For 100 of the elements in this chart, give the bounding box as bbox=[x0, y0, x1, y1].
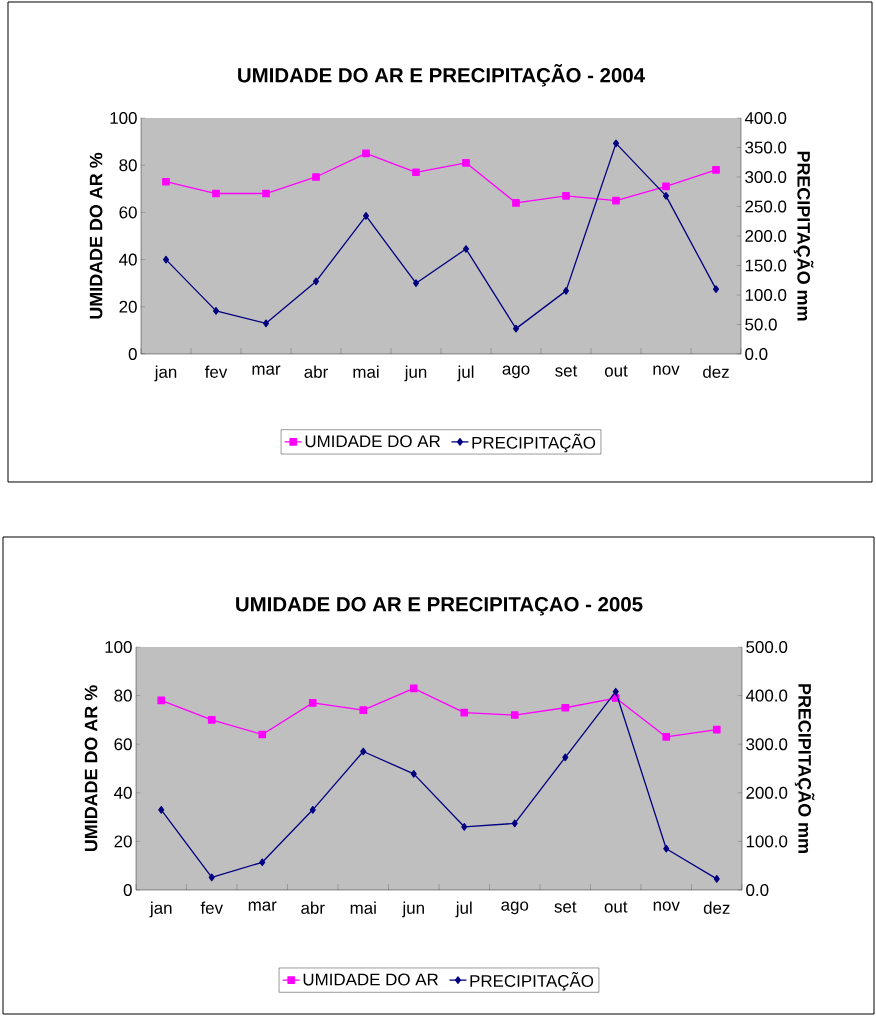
point bbox=[712, 725, 721, 734]
point bbox=[511, 819, 518, 828]
y-axis-title: UMIDADE DO AR % bbox=[89, 152, 103, 319]
point bbox=[713, 874, 720, 883]
point bbox=[662, 192, 670, 200]
point bbox=[262, 189, 270, 198]
point bbox=[258, 730, 267, 739]
x-tick-label: jan bbox=[149, 901, 172, 918]
point bbox=[309, 805, 316, 814]
point bbox=[162, 255, 170, 264]
y2-tick-label: 400.0 bbox=[745, 689, 788, 702]
point bbox=[612, 687, 619, 696]
y2-tick-label: 0.0 bbox=[746, 884, 769, 896]
x-tick-label: mai bbox=[350, 901, 376, 914]
point bbox=[562, 192, 570, 200]
x-tick-label: ago bbox=[501, 901, 529, 915]
point bbox=[612, 196, 620, 205]
y-tick-label: 60 bbox=[119, 206, 137, 219]
x-tick-label: set bbox=[555, 365, 578, 377]
point bbox=[409, 684, 418, 693]
y2-tick-label: 400.0 bbox=[744, 111, 787, 124]
point bbox=[157, 696, 166, 705]
point bbox=[308, 699, 317, 707]
x-tick-label: jul bbox=[455, 901, 472, 918]
point bbox=[612, 139, 620, 148]
y-tick-label: 60 bbox=[114, 738, 132, 751]
x-tick-label: nov bbox=[653, 901, 680, 911]
point bbox=[410, 770, 417, 778]
point bbox=[262, 319, 270, 328]
point bbox=[212, 307, 220, 315]
y-tick-label: 80 bbox=[114, 689, 132, 702]
x-tick-label: fev bbox=[200, 901, 223, 914]
point bbox=[461, 822, 468, 831]
x-tick-label: dez bbox=[703, 365, 729, 378]
point bbox=[162, 177, 170, 186]
y-axis-title: UMIDADE DO AR % bbox=[84, 685, 98, 852]
point bbox=[212, 189, 220, 198]
y-tick-label: 20 bbox=[114, 835, 132, 848]
x-tick-label: fev bbox=[204, 365, 228, 378]
point bbox=[362, 149, 370, 158]
point bbox=[662, 182, 670, 191]
y2-tick-label: 0.0 bbox=[745, 347, 768, 360]
y2-tick-label: 300.0 bbox=[746, 738, 788, 751]
point bbox=[561, 703, 570, 712]
y2-tick-label: 100.0 bbox=[746, 835, 788, 848]
point bbox=[662, 733, 671, 741]
point bbox=[360, 747, 367, 756]
point bbox=[207, 716, 216, 724]
x-tick-label: nov bbox=[653, 365, 680, 375]
y-tick-label: 80 bbox=[119, 159, 137, 172]
legend-label: PRECIPITAÇÃO bbox=[472, 433, 596, 453]
point bbox=[158, 805, 165, 814]
y-tick-label: 0 bbox=[128, 347, 137, 360]
point bbox=[259, 858, 266, 867]
point bbox=[512, 199, 520, 207]
legend-label: UMIDADE DO AR bbox=[303, 973, 439, 986]
x-tick-label: abr bbox=[301, 901, 325, 914]
legend-label: UMIDADE DO AR bbox=[305, 435, 441, 448]
point bbox=[462, 245, 470, 253]
y2-tick-label: 200.0 bbox=[745, 229, 787, 242]
x-tick-label: jan bbox=[154, 365, 177, 382]
x-tick-label: set bbox=[554, 901, 577, 913]
point bbox=[510, 711, 519, 719]
point bbox=[412, 168, 420, 177]
y2-tick-label: 500.0 bbox=[746, 641, 788, 653]
point bbox=[359, 706, 368, 715]
point bbox=[312, 173, 320, 181]
chart-title: UMIDADE DO AR E PRECIPITAÇAO - 2005 bbox=[236, 597, 643, 616]
point bbox=[362, 212, 370, 220]
y2-axis-title: PRECIPITAÇÃO mm bbox=[793, 151, 814, 321]
point bbox=[562, 287, 570, 295]
point bbox=[712, 285, 720, 293]
y2-tick-label: 350.0 bbox=[745, 141, 787, 154]
x-tick-label: jun bbox=[402, 901, 424, 918]
point bbox=[312, 277, 320, 286]
point bbox=[462, 158, 470, 167]
point bbox=[663, 844, 670, 853]
y2-tick-label: 150.0 bbox=[745, 259, 787, 272]
point bbox=[512, 324, 520, 333]
y2-tick-label: 200.0 bbox=[746, 786, 788, 799]
x-tick-label: out bbox=[604, 901, 628, 913]
y2-tick-label: 50.0 bbox=[745, 318, 777, 331]
point bbox=[460, 708, 469, 717]
y-tick-label: 100 bbox=[110, 111, 137, 124]
x-tick-label: out bbox=[604, 365, 628, 377]
x-tick-label: ago bbox=[502, 365, 530, 379]
legend-label: PRECIPITAÇÃO bbox=[470, 971, 594, 991]
x-tick-label: dez bbox=[703, 901, 730, 914]
chart-title: UMIDADE DO AR E PRECIPITAÇÃO - 2004 bbox=[238, 64, 645, 87]
point bbox=[412, 279, 420, 288]
point bbox=[208, 873, 215, 882]
y-tick-label: 100 bbox=[105, 641, 132, 653]
y2-tick-label: 250.0 bbox=[745, 200, 787, 213]
y2-axis-title: PRECIPITAÇÃO mm bbox=[794, 684, 815, 853]
x-tick-label: abr bbox=[304, 365, 328, 378]
y-tick-label: 0 bbox=[123, 884, 132, 896]
x-tick-label: mar bbox=[248, 901, 277, 911]
x-tick-label: mar bbox=[252, 365, 281, 375]
y-tick-label: 40 bbox=[114, 786, 132, 799]
x-tick-label: jun bbox=[404, 365, 427, 382]
